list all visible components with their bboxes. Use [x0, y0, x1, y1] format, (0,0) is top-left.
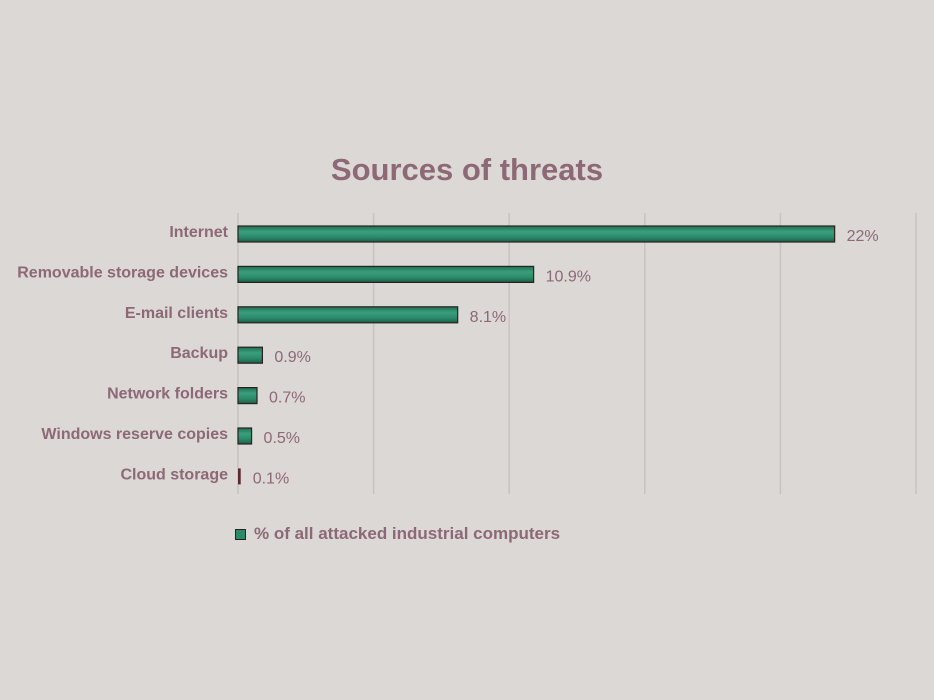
data-label: 0.9% [274, 349, 310, 366]
category-label: E-mail clients [125, 305, 228, 322]
bar [237, 346, 264, 364]
category-label: Backup [170, 345, 228, 362]
data-label: 10.9% [546, 268, 591, 285]
bar [237, 306, 459, 324]
legend-label: % of all attacked industrial computers [254, 524, 561, 543]
legend: % of all attacked industrial computers [235, 524, 560, 544]
category-label: Cloud storage [120, 466, 228, 483]
data-label: 8.1% [470, 309, 506, 326]
data-label: 0.5% [264, 430, 300, 447]
category-label: Network folders [107, 386, 228, 403]
category-label: Windows reserve copies [41, 426, 228, 443]
data-label: 0.1% [253, 470, 289, 487]
data-label: 0.7% [269, 390, 305, 407]
bar [237, 265, 535, 283]
chart-title: Sources of threats [330, 152, 604, 187]
bar [237, 427, 253, 445]
bar [237, 225, 836, 243]
bar [238, 468, 241, 485]
data-label: 22% [847, 228, 879, 245]
category-label: Removable storage devices [17, 264, 228, 281]
legend-swatch [235, 528, 246, 540]
bar [237, 387, 258, 405]
category-label: Internet [169, 224, 228, 241]
